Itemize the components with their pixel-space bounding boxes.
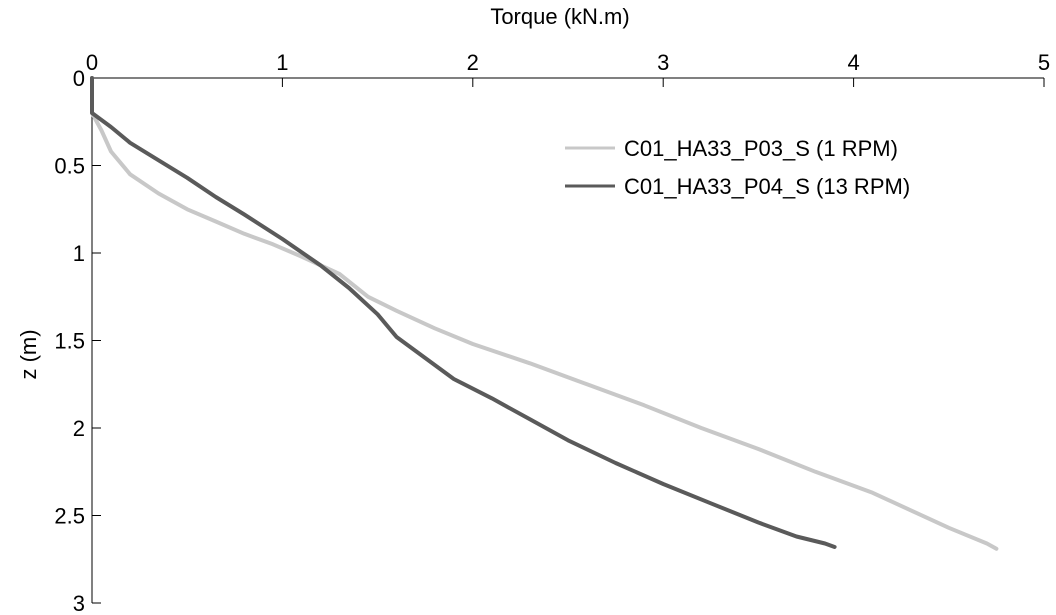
y-tick-label: 1.5 xyxy=(54,329,85,354)
x-tick-label: 3 xyxy=(657,50,669,75)
x-tick-label: 1 xyxy=(276,50,288,75)
x-tick-label: 2 xyxy=(467,50,479,75)
y-tick-label: 2 xyxy=(73,416,85,441)
y-tick-label: 0.5 xyxy=(54,154,85,179)
axes xyxy=(91,77,1044,603)
x-tick-label: 5 xyxy=(1038,50,1050,75)
series-line-1 xyxy=(90,76,999,551)
x-tick-label: 0 xyxy=(86,50,98,75)
legend-label-1: C01_HA33_P03_S (1 RPM) xyxy=(624,136,898,161)
legend: C01_HA33_P03_S (1 RPM) C01_HA33_P04_S (13… xyxy=(565,136,910,199)
x-axis-title: Torque (kN.m) xyxy=(490,4,629,29)
y-tick-label: 1 xyxy=(73,241,85,266)
y-tick-label: 3 xyxy=(73,591,85,615)
series-layer xyxy=(90,76,999,551)
y-tick-label: 2.5 xyxy=(54,504,85,529)
legend-label-2: C01_HA33_P04_S (13 RPM) xyxy=(624,174,910,199)
x-tick-label: 4 xyxy=(847,50,859,75)
ticks: 0 1 2 3 4 5 0 0.5 1 1.5 2 2.5 3 xyxy=(54,50,1050,615)
y-tick-label: 0 xyxy=(73,66,85,91)
series-line-2 xyxy=(90,76,837,549)
y-axis-title: z (m) xyxy=(16,329,41,379)
